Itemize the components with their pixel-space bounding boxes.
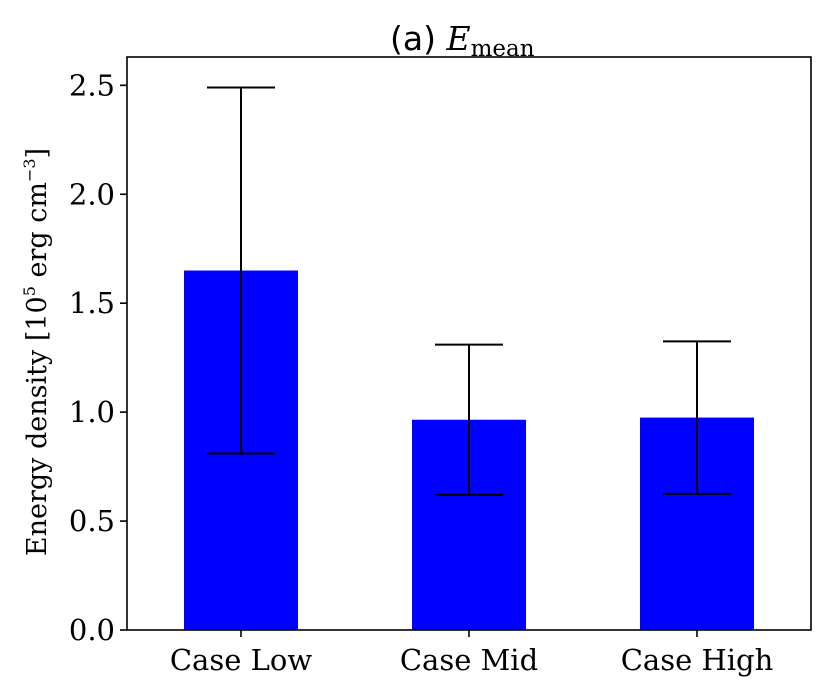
y-tick-label: 0.0 (69, 613, 115, 647)
y-tick-label: 2.0 (69, 177, 115, 211)
plot-frame (126, 56, 812, 631)
y-axis-label-text: Energy density [10 (22, 296, 53, 556)
x-tick-label: Case High (621, 643, 774, 677)
chart-title-symbol: E (445, 19, 470, 58)
errorbar-case-high (663, 340, 731, 495)
y-axis-label-exp2: −3 (20, 158, 39, 182)
y-tick-label: 1.5 (69, 286, 115, 320)
y-axis-label-mid: erg cm (22, 182, 53, 286)
errorbars-group (207, 86, 731, 496)
errorbar-case-mid (435, 343, 503, 496)
x-ticks-group: Case Low Case Mid Case High (170, 630, 773, 677)
x-tick-label: Case Low (170, 643, 312, 677)
errorbar-case-low (207, 86, 275, 455)
chart-title-prefix: (a) (390, 19, 446, 58)
x-tick-label: Case Mid (400, 643, 538, 677)
y-axis-label: Energy density [105 erg cm−3] (20, 148, 53, 556)
chart-title: (a) Emean (390, 19, 535, 62)
chart-title-subscript: mean (471, 36, 535, 62)
y-tick-label: 0.5 (69, 504, 115, 538)
y-tick-label: 2.5 (69, 68, 115, 102)
y-ticks-group: 0.0 0.5 1.0 1.5 2.0 2.5 (69, 68, 127, 647)
y-tick-label: 1.0 (69, 395, 115, 429)
y-axis-label-exp1: 5 (20, 286, 39, 296)
y-axis-label-end: ] (22, 148, 53, 159)
